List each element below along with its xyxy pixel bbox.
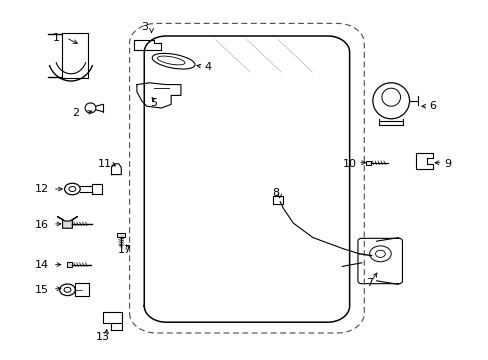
Text: 3: 3 [141,22,147,32]
Text: 12: 12 [35,184,48,194]
Text: 14: 14 [35,260,48,270]
Text: 7: 7 [365,278,372,288]
Text: 15: 15 [35,285,48,295]
Bar [272,196,282,204]
Text: 11: 11 [98,159,112,169]
Bar [365,161,370,165]
Text: 5: 5 [150,98,157,108]
Bar [75,283,89,296]
Text: 9: 9 [443,159,450,169]
Text: 13: 13 [96,332,109,342]
Bar [117,233,125,237]
Text: 6: 6 [428,101,435,111]
Text: 4: 4 [204,62,211,72]
Text: 8: 8 [272,188,279,198]
Text: 16: 16 [35,220,48,230]
Bar [102,312,122,323]
Text: 10: 10 [342,159,356,169]
Text: 17: 17 [118,245,131,255]
Text: 1: 1 [53,33,60,43]
Bar [67,262,72,267]
Text: 2: 2 [72,108,79,118]
Polygon shape [58,217,77,228]
